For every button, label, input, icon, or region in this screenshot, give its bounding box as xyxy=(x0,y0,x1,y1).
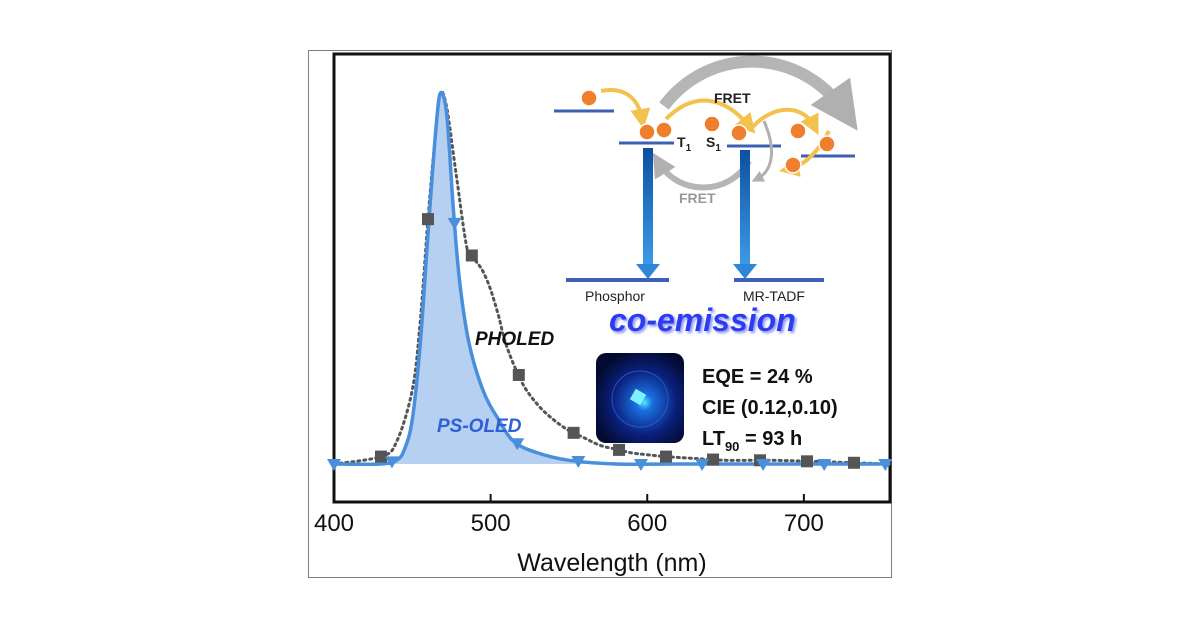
psoled-marker xyxy=(510,438,525,451)
x-axis-ticks: 400 500 600 700 xyxy=(314,494,824,537)
transfer-arrow-3 xyxy=(747,107,819,135)
phosphor-emission-arrowhead xyxy=(636,264,660,279)
plot-area-border xyxy=(332,52,892,504)
fret-arrow-top xyxy=(659,55,858,131)
exciton xyxy=(730,124,748,142)
psoled-marker xyxy=(756,459,771,471)
pholed-marker xyxy=(512,368,525,381)
fret-bottom-label: FRET xyxy=(679,190,716,206)
eqe-text: EQE = 24 % xyxy=(702,366,813,388)
exciton xyxy=(580,89,598,107)
co-emission-label: co-emission xyxy=(609,302,796,338)
mrtadf-emission-arrowhead xyxy=(733,264,757,279)
cie-text: CIE (0.12,0.10) xyxy=(702,397,838,419)
pholed-marker xyxy=(567,426,580,439)
fret-small-arrow xyxy=(751,120,774,182)
exciton xyxy=(703,115,721,133)
psoled-marker xyxy=(817,459,832,471)
lt90-text: LT90 = 93 h xyxy=(702,428,802,454)
psoled-marker xyxy=(695,459,710,471)
mrtadf-label: MR-TADF xyxy=(743,288,805,304)
exciton xyxy=(638,123,656,141)
x-tick-label: 700 xyxy=(784,510,824,537)
figure-frame: 400 500 600 700 Wavelength (nm) PHOLED PS-O… xyxy=(308,50,893,578)
x-tick-label: 500 xyxy=(471,510,511,537)
transfer-arrow-1 xyxy=(600,88,651,129)
s1-label: S1 xyxy=(706,134,721,154)
psoled-marker xyxy=(447,217,462,230)
phosphor-emission-arrow xyxy=(643,148,653,266)
co-emission-glow: co-emission xyxy=(611,304,798,340)
pholed-marker xyxy=(847,456,860,469)
exciton xyxy=(655,121,673,139)
pholed-markers xyxy=(374,213,860,469)
exciton xyxy=(789,122,807,140)
x-tick-label: 400 xyxy=(314,510,354,537)
pholed-marker xyxy=(707,453,720,466)
psoled-marker xyxy=(571,456,586,469)
mrtadf-emission-arrow xyxy=(740,150,750,266)
exciton xyxy=(784,156,802,174)
t1-label: T1 xyxy=(677,134,692,154)
device-pixel xyxy=(629,388,647,406)
x-tick-label: 600 xyxy=(627,510,667,537)
pholed-marker xyxy=(421,213,434,226)
psoled-marker xyxy=(878,459,893,471)
pholed-marker xyxy=(800,455,813,468)
pholed-marker xyxy=(660,450,673,463)
pholed-marker xyxy=(465,249,478,262)
psoled-marker xyxy=(384,456,399,469)
fret-top-label: FRET xyxy=(714,90,751,106)
pholed-label: PHOLED xyxy=(475,329,554,350)
x-axis-label: Wavelength (nm) xyxy=(517,549,706,577)
psoled-marker xyxy=(633,459,648,471)
psoled-markers xyxy=(327,217,893,471)
psoled-marker xyxy=(327,459,341,471)
chart-svg: 400 500 600 700 Wavelength (nm) PHOLED PS-O… xyxy=(314,52,893,577)
pholed-marker xyxy=(374,450,387,463)
psoled-label: PS-OLED xyxy=(437,416,522,437)
psoled-area xyxy=(334,92,890,465)
device-photo xyxy=(596,353,684,443)
excitons xyxy=(580,89,836,174)
device-ring xyxy=(611,370,669,428)
transfer-arrow-2 xyxy=(664,98,756,134)
phosphor-label: Phosphor xyxy=(585,288,645,304)
fret-arrow-bottom xyxy=(652,152,752,191)
exciton xyxy=(818,135,836,153)
energy-diagram: FRET FRET T1 S1 Phosphor MR-TADF co-emis… xyxy=(554,55,858,340)
pholed-marker xyxy=(613,443,626,456)
